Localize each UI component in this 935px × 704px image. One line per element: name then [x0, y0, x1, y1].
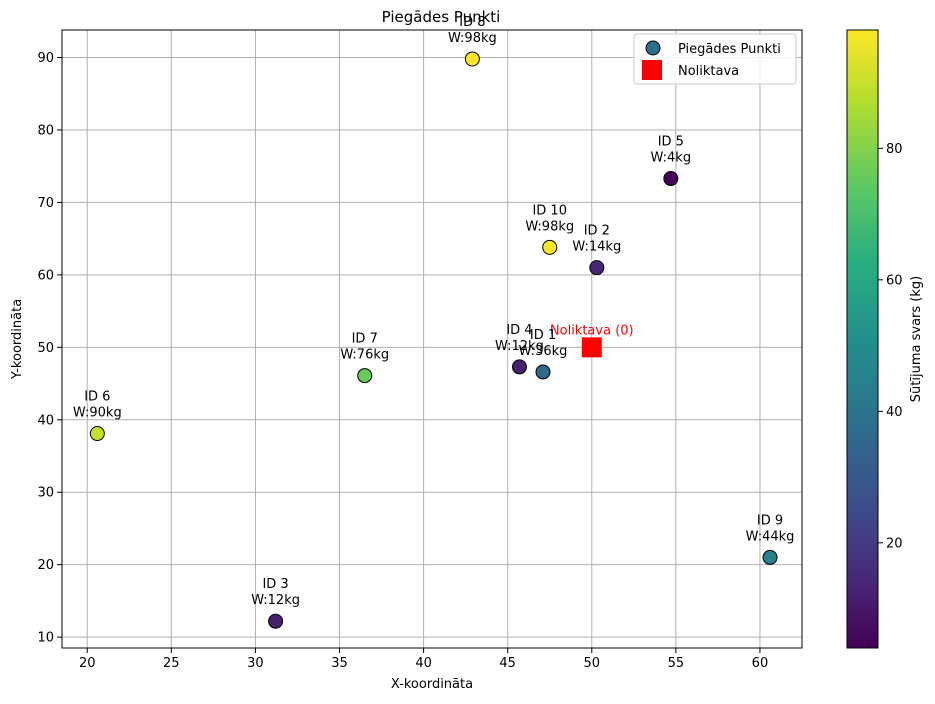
x-tick-label: 55 [668, 656, 685, 671]
x-axis-label: X-koordināta [391, 677, 473, 692]
colorbar-tick-label: 60 [886, 273, 903, 288]
delivery-point-marker [762, 549, 778, 565]
y-tick-label: 60 [37, 268, 54, 283]
y-tick-label: 10 [37, 631, 54, 646]
x-tick-label: 25 [163, 656, 180, 671]
point-weight-label: W:36kg [519, 344, 568, 359]
delivery-point: ID 8W:98kg [448, 15, 497, 67]
colorbar-tick-label: 80 [886, 142, 903, 157]
legend-marker-delivery-points [645, 40, 661, 56]
delivery-point: ID 1W:36kg [519, 328, 568, 380]
colorbar-label: Sūtījuma svars (kg) [909, 276, 924, 402]
delivery-point-marker [511, 359, 527, 375]
delivery-point: ID 3W:12kg [251, 577, 300, 629]
x-tick-label: 50 [583, 656, 600, 671]
colorbar-tick-label: 40 [886, 405, 903, 420]
point-weight-label: W:44kg [746, 529, 795, 544]
point-weight-label: W:76kg [340, 348, 389, 363]
point-id-label: ID 7 [352, 332, 378, 347]
delivery-point-marker [89, 426, 105, 442]
point-weight-label: W:12kg [251, 593, 300, 608]
delivery-point-marker [535, 364, 551, 380]
axis-ticks: 20 25 30 35 40 45 50 55 60 10 20 30 40 50 60 70 80 90 [37, 51, 768, 671]
point-weight-label: W:14kg [572, 240, 621, 255]
colorbar-gradient [846, 29, 879, 649]
y-axis-label: Y-koordināta [10, 299, 25, 380]
warehouse-marker [581, 337, 602, 358]
point-id-label: ID 8 [459, 15, 485, 30]
plot-area-frame [61, 29, 803, 649]
y-tick-label: 40 [37, 413, 54, 428]
delivery-point-marker [542, 239, 558, 255]
grid [62, 30, 802, 648]
x-tick-label: 20 [79, 656, 96, 671]
legend-label-warehouse: Noliktava [678, 64, 739, 79]
y-tick-label: 20 [37, 558, 54, 573]
y-tick-label: 30 [37, 486, 54, 501]
y-tick-label: 70 [37, 196, 54, 211]
x-tick-label: 40 [415, 656, 432, 671]
delivery-point-marker [357, 368, 373, 384]
point-id-label: ID 3 [262, 577, 288, 592]
legend-marker-warehouse [642, 60, 662, 80]
warehouse-series: Noliktava (0) [550, 323, 634, 358]
point-id-label: ID 9 [757, 513, 783, 528]
warehouse-label: Noliktava (0) [550, 323, 634, 338]
delivery-point-marker [268, 613, 284, 629]
y-tick-label: 90 [37, 51, 54, 66]
legend-box [633, 33, 797, 85]
delivery-point: ID 10W:98kg [525, 203, 574, 255]
point-id-label: ID 6 [84, 390, 110, 405]
point-weight-label: W:90kg [73, 406, 122, 421]
point-id-label: ID 5 [658, 135, 684, 150]
x-tick-label: 35 [331, 656, 348, 671]
colorbar-ticks: 20 40 60 80 [878, 142, 903, 551]
point-weight-label: W:4kg [651, 151, 692, 166]
x-tick-label: 45 [499, 656, 516, 671]
point-id-label: ID 2 [584, 224, 610, 239]
x-tick-label: 60 [752, 656, 769, 671]
delivery-point: ID 7W:76kg [340, 332, 389, 384]
point-id-label: ID 10 [532, 203, 567, 218]
delivery-point: ID 6W:90kg [73, 390, 122, 442]
delivery-point: ID 2W:14kg [572, 224, 621, 276]
legend: Piegādes Punkti Noliktava [633, 33, 797, 85]
x-tick-label: 30 [247, 656, 264, 671]
colorbar-tick-label: 20 [886, 536, 903, 551]
y-tick-label: 80 [37, 123, 54, 138]
chart-title: Piegādes Punkti [382, 8, 501, 26]
point-weight-label: W:12kg [495, 339, 544, 354]
delivery-point-marker [464, 51, 480, 67]
delivery-point-marker [663, 171, 679, 187]
point-id-label: ID 1 [530, 328, 556, 343]
delivery-point-marker [589, 260, 605, 276]
point-weight-label: W:98kg [525, 219, 574, 234]
colorbar: 20 40 60 80 Sūtījuma svars (kg) [846, 29, 924, 649]
legend-label-delivery-points: Piegādes Punkti [678, 42, 781, 57]
delivery-point: ID 9W:44kg [746, 513, 795, 565]
delivery-point: ID 5W:4kg [651, 135, 692, 187]
delivery-point: ID 4W:12kg [495, 323, 544, 375]
y-tick-label: 50 [37, 341, 54, 356]
point-weight-label: W:98kg [448, 31, 497, 46]
point-id-label: ID 4 [506, 323, 532, 338]
